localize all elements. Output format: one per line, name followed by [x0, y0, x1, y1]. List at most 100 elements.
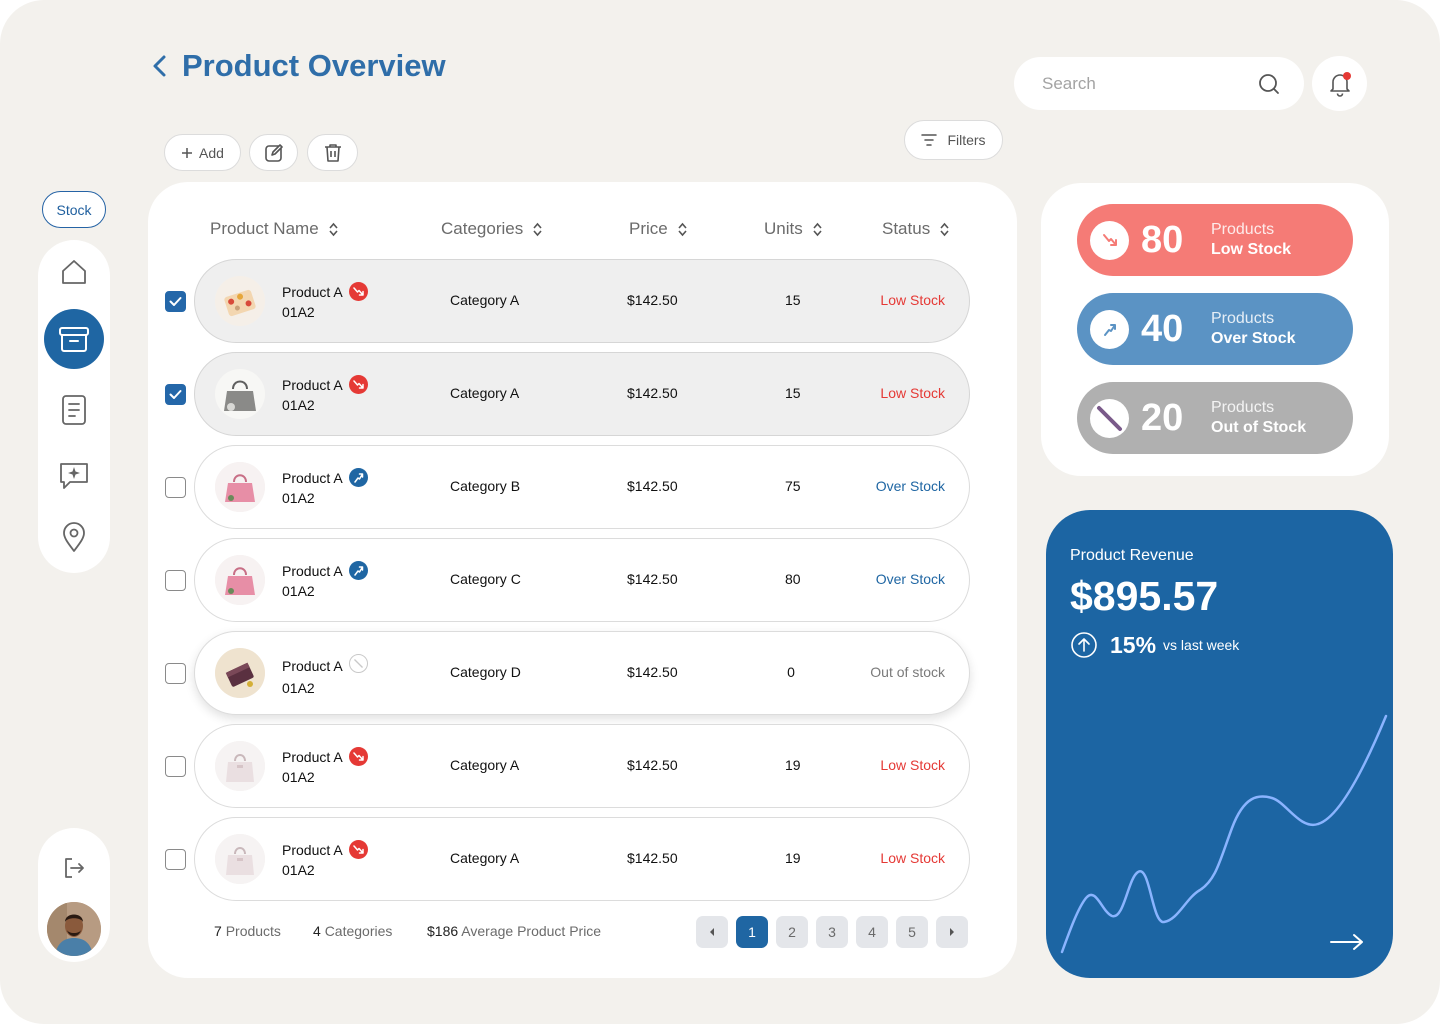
stock-section-pill[interactable]: Stock — [42, 191, 106, 228]
stat-low-stock-value: 80 — [1141, 218, 1184, 261]
product-code: 01A2 — [282, 862, 315, 878]
product-code: 01A2 — [282, 397, 315, 413]
category-cell: Category C — [450, 571, 521, 587]
stat-line2: Over Stock — [1211, 330, 1296, 347]
trend-up-icon — [1090, 309, 1129, 349]
table-row[interactable]: Product A 01A2 Category A $142.50 19 Low Stoc… — [194, 724, 970, 808]
units-cell: 80 — [785, 571, 801, 587]
row-checkbox[interactable] — [165, 663, 186, 684]
table-row[interactable]: Product A 01A2 Category A $142.50 15 Low Stoc… — [194, 259, 970, 343]
caret-right-icon — [950, 928, 954, 936]
sidebar-item-inventory[interactable] — [44, 309, 104, 369]
trash-icon — [324, 143, 341, 162]
column-header-product-name[interactable]: Product Name — [210, 219, 338, 239]
sidebar-item-documents[interactable] — [54, 390, 94, 430]
stat-out-of-stock-value: 20 — [1141, 396, 1184, 439]
status-badge: Low Stock — [880, 385, 945, 401]
column-header-label: Product Name — [210, 219, 319, 238]
trend-down-icon — [348, 375, 368, 395]
stat-over-stock-label: Products Over Stock — [1211, 309, 1295, 349]
product-name: Product A — [282, 842, 343, 858]
table-row[interactable]: Product A 01A2 Category D $142.50 0 Out of st… — [194, 631, 970, 715]
product-code: 01A2 — [282, 304, 315, 320]
price-cell: $142.50 — [627, 571, 678, 587]
product-thumbnail — [215, 462, 265, 512]
sidebar-item-home[interactable] — [54, 252, 94, 292]
column-header-price[interactable]: Price — [629, 219, 687, 239]
summary-average-price-value: $186 — [427, 923, 459, 939]
units-cell: 15 — [785, 292, 801, 308]
stock-section-label: Stock — [56, 201, 92, 218]
column-header-status[interactable]: Status — [882, 219, 949, 239]
sort-icon — [940, 222, 949, 236]
row-checkbox[interactable] — [165, 570, 186, 591]
product-name: Product A — [282, 563, 343, 579]
page-title: Product Overview — [182, 48, 446, 83]
status-badge: Over Stock — [875, 571, 945, 587]
delete-button[interactable] — [307, 134, 358, 171]
product-thumbnail — [215, 648, 265, 698]
price-cell: $142.50 — [627, 757, 678, 773]
table-row[interactable]: Product A 01A2 Category A $142.50 15 Low Stoc… — [194, 352, 970, 436]
stat-out-of-stock[interactable]: 20 Products Out of Stock — [1077, 382, 1353, 454]
sidebar-item-location[interactable] — [54, 517, 94, 557]
pagination-page-1[interactable]: 1 — [736, 916, 768, 948]
price-cell: $142.50 — [627, 850, 678, 866]
filters-button[interactable]: Filters — [904, 120, 1003, 160]
notifications-button[interactable] — [1312, 56, 1367, 111]
arrow-right-icon[interactable] — [1330, 933, 1364, 951]
home-icon — [62, 260, 86, 284]
pagination-page-2[interactable]: 2 — [776, 916, 808, 948]
column-header-label: Categories — [441, 219, 524, 238]
pagination-prev-button[interactable] — [696, 916, 728, 948]
row-checkbox[interactable] — [165, 384, 186, 405]
units-cell: 0 — [787, 664, 795, 680]
no-stock-icon — [348, 654, 368, 678]
edit-icon — [264, 143, 283, 162]
product-name-cell: Product A 01A2 — [282, 468, 368, 508]
summary-categories: 4 Categories — [313, 923, 392, 939]
user-avatar[interactable] — [47, 902, 101, 956]
sidebar-item-messages[interactable] — [54, 456, 94, 496]
row-checkbox[interactable] — [165, 849, 186, 870]
add-button[interactable]: Add — [164, 134, 241, 171]
back-chevron-icon[interactable] — [150, 54, 170, 78]
no-stock-icon — [1090, 398, 1129, 438]
pagination-page-3[interactable]: 3 — [816, 916, 848, 948]
pagination-next-button[interactable] — [936, 916, 968, 948]
units-cell: 19 — [785, 850, 801, 866]
add-button-label: Add — [199, 144, 224, 161]
arrow-up-circle-icon — [1071, 632, 1097, 658]
trend-down-icon — [348, 747, 368, 767]
logout-button[interactable] — [54, 848, 94, 888]
stat-low-stock[interactable]: 80 Products Low Stock — [1077, 204, 1353, 276]
column-header-categories[interactable]: Categories — [441, 219, 542, 239]
edit-button[interactable] — [249, 134, 298, 171]
products-table-card: Product Name Categories Price Units Stat… — [148, 182, 1017, 978]
pagination-page-5[interactable]: 5 — [896, 916, 928, 948]
table-row[interactable]: Product A 01A2 Category C $142.50 80 Over Sto… — [194, 538, 970, 622]
search-input[interactable]: Search — [1014, 57, 1304, 110]
stat-over-stock-value: 40 — [1141, 307, 1184, 350]
page-header: Product Overview — [150, 48, 446, 84]
summary-products-label: Products — [225, 923, 281, 939]
table-row[interactable]: Product A 01A2 Category A $142.50 19 Low Stoc… — [194, 817, 970, 901]
row-checkbox[interactable] — [165, 291, 186, 312]
column-header-units[interactable]: Units — [764, 219, 822, 239]
summary-average-price-label: Average Product Price — [461, 923, 602, 939]
category-cell: Category B — [450, 478, 521, 494]
row-checkbox[interactable] — [165, 477, 186, 498]
product-name-cell: Product A 01A2 — [282, 282, 368, 322]
stat-over-stock[interactable]: 40 Products Over Stock — [1077, 293, 1353, 365]
revenue-title: Product Revenue — [1070, 547, 1194, 564]
pagination-page-4[interactable]: 4 — [856, 916, 888, 948]
table-row[interactable]: Product A 01A2 Category B $142.50 75 Over Sto… — [194, 445, 970, 529]
search-icon[interactable] — [1258, 73, 1280, 95]
row-checkbox[interactable] — [165, 756, 186, 777]
summary-products: 7 Products — [214, 923, 281, 939]
sort-icon — [329, 222, 338, 236]
product-name-cell: Product A 01A2 — [282, 747, 368, 787]
status-badge: Out of stock — [870, 664, 945, 680]
stat-line1: Products — [1211, 310, 1275, 327]
search-placeholder: Search — [1042, 73, 1096, 93]
